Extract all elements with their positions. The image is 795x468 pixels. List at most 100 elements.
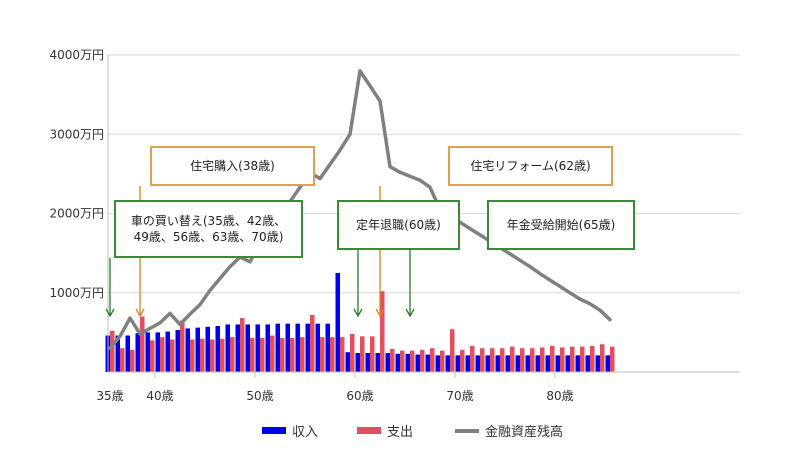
asset-line — [108, 69, 612, 350]
expense-bar — [470, 345, 475, 372]
expense-bar — [290, 337, 295, 372]
income-bar — [135, 333, 140, 372]
expense-bar — [500, 348, 505, 372]
income-bar — [325, 323, 330, 372]
expense-bar — [130, 349, 135, 372]
income-bar — [275, 323, 280, 372]
income-bar — [405, 353, 410, 372]
expense-bar — [250, 337, 255, 372]
income-bar — [205, 326, 210, 372]
income-bar — [145, 332, 150, 372]
y-tick-label: 2000万円 — [49, 207, 104, 221]
annotation-box: 年金受給開始(65歳) — [487, 200, 635, 250]
income-bar — [115, 335, 120, 372]
income-bar — [495, 355, 500, 372]
y-tick-label: 3000万円 — [49, 127, 104, 141]
income-bar — [445, 355, 450, 372]
income-bar — [185, 328, 190, 372]
y-tick-label: 1000万円 — [49, 286, 104, 300]
legend-bar-swatch — [262, 427, 286, 434]
income-bar — [315, 323, 320, 372]
income-bar — [305, 323, 310, 372]
expense-bar — [450, 329, 455, 372]
income-bar — [545, 355, 550, 372]
legend-label: 支出 — [387, 425, 413, 440]
expense-bar — [150, 340, 155, 372]
income-bar — [555, 355, 560, 372]
expense-bar — [110, 330, 115, 372]
expense-bar — [460, 349, 465, 372]
income-bar — [595, 355, 600, 372]
y-tick-label: 4000万円 — [49, 48, 104, 62]
expense-bar — [560, 347, 565, 372]
expense-bar — [180, 320, 185, 372]
expense-bar — [520, 348, 525, 372]
income-bar — [435, 355, 440, 372]
income-bar — [345, 352, 350, 372]
legend-label: 収入 — [292, 425, 318, 440]
x-tick-label: 50歳 — [246, 389, 273, 403]
expense-bar — [270, 335, 275, 372]
x-tick-label: 35歳 — [96, 389, 123, 403]
annotation-box: 住宅リフォーム(62歳) — [448, 146, 613, 186]
expense-bar — [330, 337, 335, 372]
income-bar — [125, 335, 130, 372]
income-bar — [375, 352, 380, 372]
x-tick-label: 70歳 — [446, 389, 473, 403]
income-bar — [585, 355, 590, 372]
income-bar — [415, 354, 420, 372]
expense-bar — [200, 338, 205, 372]
expense-bar — [410, 350, 415, 372]
income-bar — [365, 352, 370, 372]
annotation-arrow-head — [135, 308, 145, 318]
income-bar — [215, 326, 220, 372]
income-bar — [195, 327, 200, 372]
expense-bar — [320, 337, 325, 372]
expense-bar — [210, 339, 215, 372]
income-bar — [475, 355, 480, 372]
expense-bar — [490, 348, 495, 372]
y-axis-ticks: 4000万円 3000万円 2000万円 1000万円 — [49, 48, 104, 300]
expense-bar — [390, 349, 395, 372]
expense-bar — [510, 346, 515, 372]
annotation-text: 49歳、56歳、63歳、70歳) — [133, 230, 284, 244]
annotation-text: 車の買い替え(35歳、42歳、 — [130, 214, 287, 228]
expense-bar — [190, 339, 195, 372]
expense-bar — [610, 346, 615, 372]
x-tick-label: 60歳 — [346, 389, 373, 403]
income-bar — [565, 355, 570, 372]
expense-bar — [260, 337, 265, 372]
expense-bar — [550, 345, 555, 372]
x-axis-ticks: 35歳 40歳 50歳 60歳 70歳 80歳 — [96, 372, 574, 403]
expense-bar — [420, 349, 425, 372]
expense-bar — [370, 336, 375, 372]
income-bar — [385, 352, 390, 372]
income-bar — [395, 353, 400, 372]
income-bar — [505, 355, 510, 372]
bars — [105, 272, 615, 372]
income-bar — [425, 354, 430, 372]
expense-bar — [360, 336, 365, 372]
annotation-box: 定年退職(60歳) — [337, 200, 460, 250]
expense-bar — [380, 291, 385, 372]
expense-bar — [440, 350, 445, 372]
income-bar — [525, 355, 530, 372]
expense-bar — [570, 346, 575, 372]
annotation-text: 住宅リフォーム(62歳) — [470, 159, 591, 173]
income-bar — [255, 324, 260, 372]
income-bar — [235, 324, 240, 372]
income-bar — [355, 352, 360, 372]
expense-bar — [480, 348, 485, 372]
income-bar — [175, 329, 180, 372]
annotation-arrow-head — [353, 308, 363, 318]
expense-bar — [310, 314, 315, 372]
income-bar — [165, 331, 170, 372]
income-bar — [295, 323, 300, 372]
income-bar — [155, 332, 160, 372]
expense-bar — [140, 316, 145, 372]
income-bar — [515, 355, 520, 372]
annotation-arrow-head — [405, 308, 415, 318]
expense-bar — [280, 337, 285, 372]
annotation-text: 年金受給開始(65歳) — [506, 218, 616, 232]
